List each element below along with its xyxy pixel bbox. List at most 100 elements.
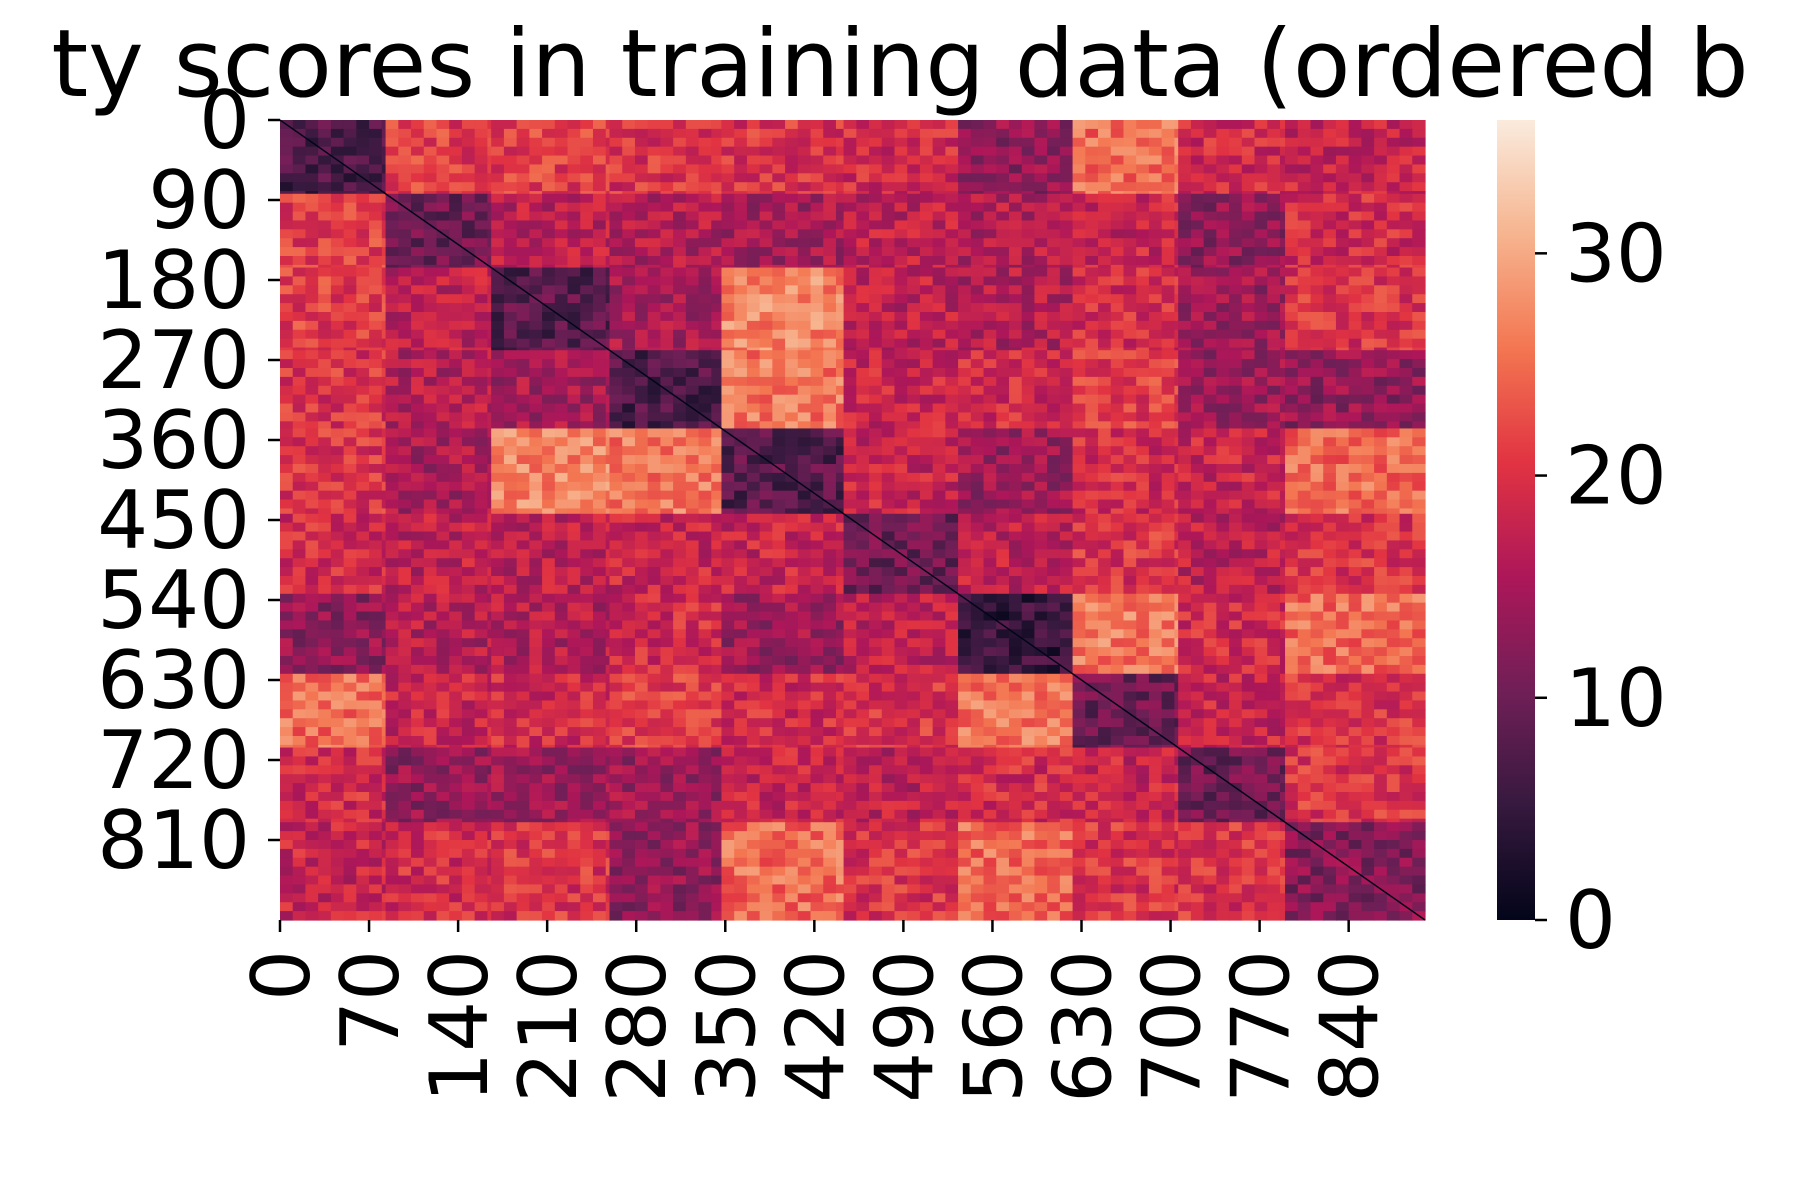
heatmap-cell bbox=[385, 137, 399, 148]
heatmap-cell bbox=[529, 394, 543, 405]
heatmap-cell bbox=[746, 338, 761, 349]
heatmap-cell bbox=[369, 164, 383, 174]
heatmap-cell bbox=[919, 193, 934, 204]
heatmap-cell bbox=[381, 193, 387, 204]
heatmap-cell bbox=[983, 256, 997, 266]
heatmap-cell bbox=[1021, 276, 1036, 286]
heatmap-cell bbox=[356, 229, 370, 239]
heatmap-cell bbox=[1085, 421, 1099, 430]
heatmap-cell bbox=[907, 481, 921, 492]
heatmap-cell bbox=[491, 359, 505, 369]
heatmap-block bbox=[609, 267, 723, 351]
heatmap-cell bbox=[1190, 490, 1205, 501]
heatmap-cell bbox=[797, 490, 812, 501]
heatmap-cell bbox=[423, 264, 438, 269]
heatmap-cell bbox=[1348, 173, 1362, 183]
heatmap-cell bbox=[461, 584, 476, 595]
heatmap-cell bbox=[1229, 294, 1243, 304]
heatmap-cell bbox=[385, 508, 399, 515]
heatmap-cell bbox=[436, 508, 450, 515]
heatmap-cell bbox=[411, 455, 425, 465]
heatmap-cell bbox=[1021, 412, 1036, 422]
heatmap-cell bbox=[1110, 155, 1125, 166]
heatmap-cell bbox=[280, 368, 294, 378]
heatmap-cell bbox=[369, 549, 383, 559]
heatmap-cell bbox=[1008, 229, 1023, 239]
heatmap-cell bbox=[759, 368, 773, 378]
heatmap-cell bbox=[436, 128, 450, 139]
heatmap-cell bbox=[461, 229, 476, 239]
heatmap-cell bbox=[1254, 421, 1268, 430]
heatmap-cell bbox=[797, 329, 812, 340]
heatmap-cell bbox=[660, 247, 674, 257]
heatmap-cell bbox=[856, 347, 870, 351]
heatmap-cell bbox=[881, 376, 896, 387]
heatmap-cell bbox=[398, 531, 412, 542]
heatmap-cell bbox=[343, 455, 357, 465]
heatmap-cell bbox=[1229, 412, 1243, 422]
heatmap-cell bbox=[843, 412, 857, 422]
heatmap-cell bbox=[292, 549, 307, 559]
heatmap-cell bbox=[1386, 376, 1401, 387]
heatmap-cell bbox=[1203, 276, 1217, 286]
heatmap-cell bbox=[567, 350, 581, 360]
heatmap-cell bbox=[843, 522, 857, 533]
heatmap-cell bbox=[1412, 320, 1426, 331]
heatmap-cell bbox=[919, 182, 934, 192]
heatmap-cell bbox=[330, 312, 345, 322]
heatmap-cell bbox=[1174, 347, 1179, 351]
heatmap-cell bbox=[305, 513, 319, 524]
heatmap-cell bbox=[622, 531, 636, 542]
heatmap-cell bbox=[1047, 320, 1061, 331]
heatmap-cell bbox=[305, 267, 319, 278]
heatmap-cell bbox=[398, 247, 412, 257]
heatmap-cell bbox=[823, 513, 837, 524]
heatmap-cell bbox=[1386, 173, 1401, 183]
heatmap-cell bbox=[660, 146, 674, 157]
heatmap-cell bbox=[1279, 155, 1286, 166]
heatmap-cell bbox=[516, 202, 530, 213]
heatmap-cell bbox=[1203, 285, 1217, 295]
heatmap-cell bbox=[1034, 164, 1048, 174]
heatmap-cell bbox=[785, 193, 799, 204]
heatmap-cell bbox=[542, 211, 556, 222]
heatmap-cell bbox=[945, 238, 959, 248]
heatmap-cell bbox=[673, 558, 687, 568]
heatmap-cell bbox=[1203, 264, 1217, 269]
heatmap-cell bbox=[1229, 368, 1243, 378]
heatmap-cell bbox=[491, 238, 505, 248]
heatmap-cell bbox=[734, 264, 748, 269]
heatmap-cell bbox=[385, 455, 399, 465]
heatmap-cell bbox=[1110, 191, 1125, 195]
heatmap-cell bbox=[1310, 202, 1324, 213]
heatmap-cell bbox=[797, 173, 812, 183]
heatmap-cell bbox=[491, 276, 505, 286]
heatmap-cell bbox=[1203, 412, 1217, 422]
heatmap-cell bbox=[369, 267, 383, 278]
heatmap-cell bbox=[932, 137, 946, 148]
heatmap-cell bbox=[542, 312, 556, 322]
heatmap-cell bbox=[356, 531, 370, 542]
heatmap-cell bbox=[1229, 164, 1243, 174]
heatmap-cell bbox=[823, 437, 837, 447]
heatmap-cell bbox=[1310, 285, 1324, 295]
heatmap-cell bbox=[785, 513, 799, 524]
heatmap-cell bbox=[823, 312, 837, 322]
heatmap-cell bbox=[461, 128, 476, 139]
heatmap-cell bbox=[1297, 481, 1312, 492]
heatmap-cell bbox=[1008, 464, 1023, 474]
heatmap-cell bbox=[1174, 211, 1179, 222]
heatmap-cell bbox=[835, 522, 845, 533]
heatmap-cell bbox=[823, 128, 837, 139]
heatmap-cell bbox=[1178, 421, 1192, 430]
heatmap-cell bbox=[772, 513, 786, 524]
heatmap-cell bbox=[487, 385, 492, 396]
heatmap-cell bbox=[1361, 303, 1375, 313]
heatmap-cell bbox=[797, 376, 812, 387]
heatmap-cell bbox=[835, 394, 845, 405]
heatmap-cell bbox=[474, 128, 488, 139]
heatmap-cell bbox=[381, 220, 387, 230]
heatmap-cell bbox=[1229, 508, 1243, 515]
heatmap-cell bbox=[1279, 481, 1286, 492]
heatmap-cell bbox=[1216, 499, 1230, 510]
